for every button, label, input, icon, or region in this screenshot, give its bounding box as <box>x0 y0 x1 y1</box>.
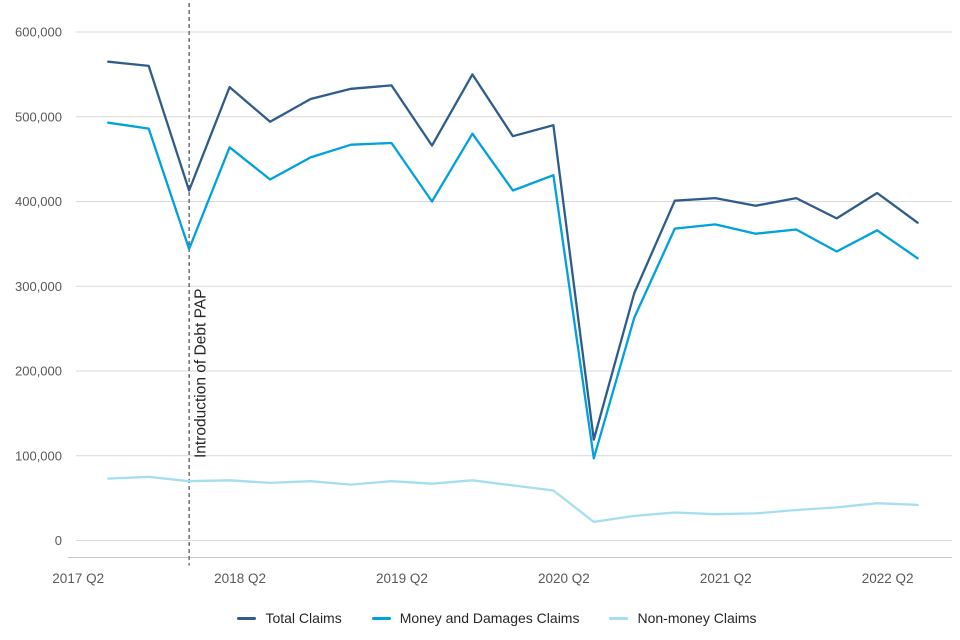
y-tick-label: 200,000 <box>15 364 62 379</box>
x-tick-label: 2020 Q2 <box>538 571 590 586</box>
x-tick-label: 2017 Q2 <box>52 571 104 586</box>
y-tick-label: 100,000 <box>15 448 62 463</box>
legend-label-money-and-damages-claims: Money and Damages Claims <box>399 610 580 626</box>
series-line-money-and-damages-claims <box>107 121 919 460</box>
y-tick-label: 600,000 <box>15 25 62 40</box>
legend-item-money-and-damages-claims: Money and Damages Claims <box>371 610 580 626</box>
legend-swatch-money-and-damages-claims <box>371 616 391 620</box>
legend-swatch-non-money-claims <box>609 616 629 620</box>
legend-item-total-claims: Total Claims <box>237 610 342 626</box>
x-tick-label: 2022 Q2 <box>862 571 914 586</box>
y-tick-label: 0 <box>55 533 62 548</box>
x-tick-label: 2019 Q2 <box>376 571 428 586</box>
x-tick-label: 2021 Q2 <box>700 571 752 586</box>
y-tick-label: 500,000 <box>15 109 62 124</box>
series-line-total-claims <box>107 60 919 441</box>
debt-pap-annotation-label: Introduction of Debt PAP <box>193 289 210 458</box>
y-tick-label: 400,000 <box>15 194 62 209</box>
y-tick-label: 300,000 <box>15 279 62 294</box>
legend-label-non-money-claims: Non-money Claims <box>637 610 757 626</box>
claims-line-chart: Introduction of Debt PAP 0 100,000 200,000 3… <box>15 3 952 586</box>
legend-swatch-total-claims <box>237 616 257 620</box>
chart-legend: Total Claims Money and Damages Claims Non-… <box>0 604 960 632</box>
legend-item-non-money-claims: Non-money Claims <box>609 610 757 626</box>
legend-label-total-claims: Total Claims <box>265 610 342 626</box>
series-line-non-money-claims <box>107 475 919 524</box>
x-tick-label: 2018 Q2 <box>214 571 266 586</box>
